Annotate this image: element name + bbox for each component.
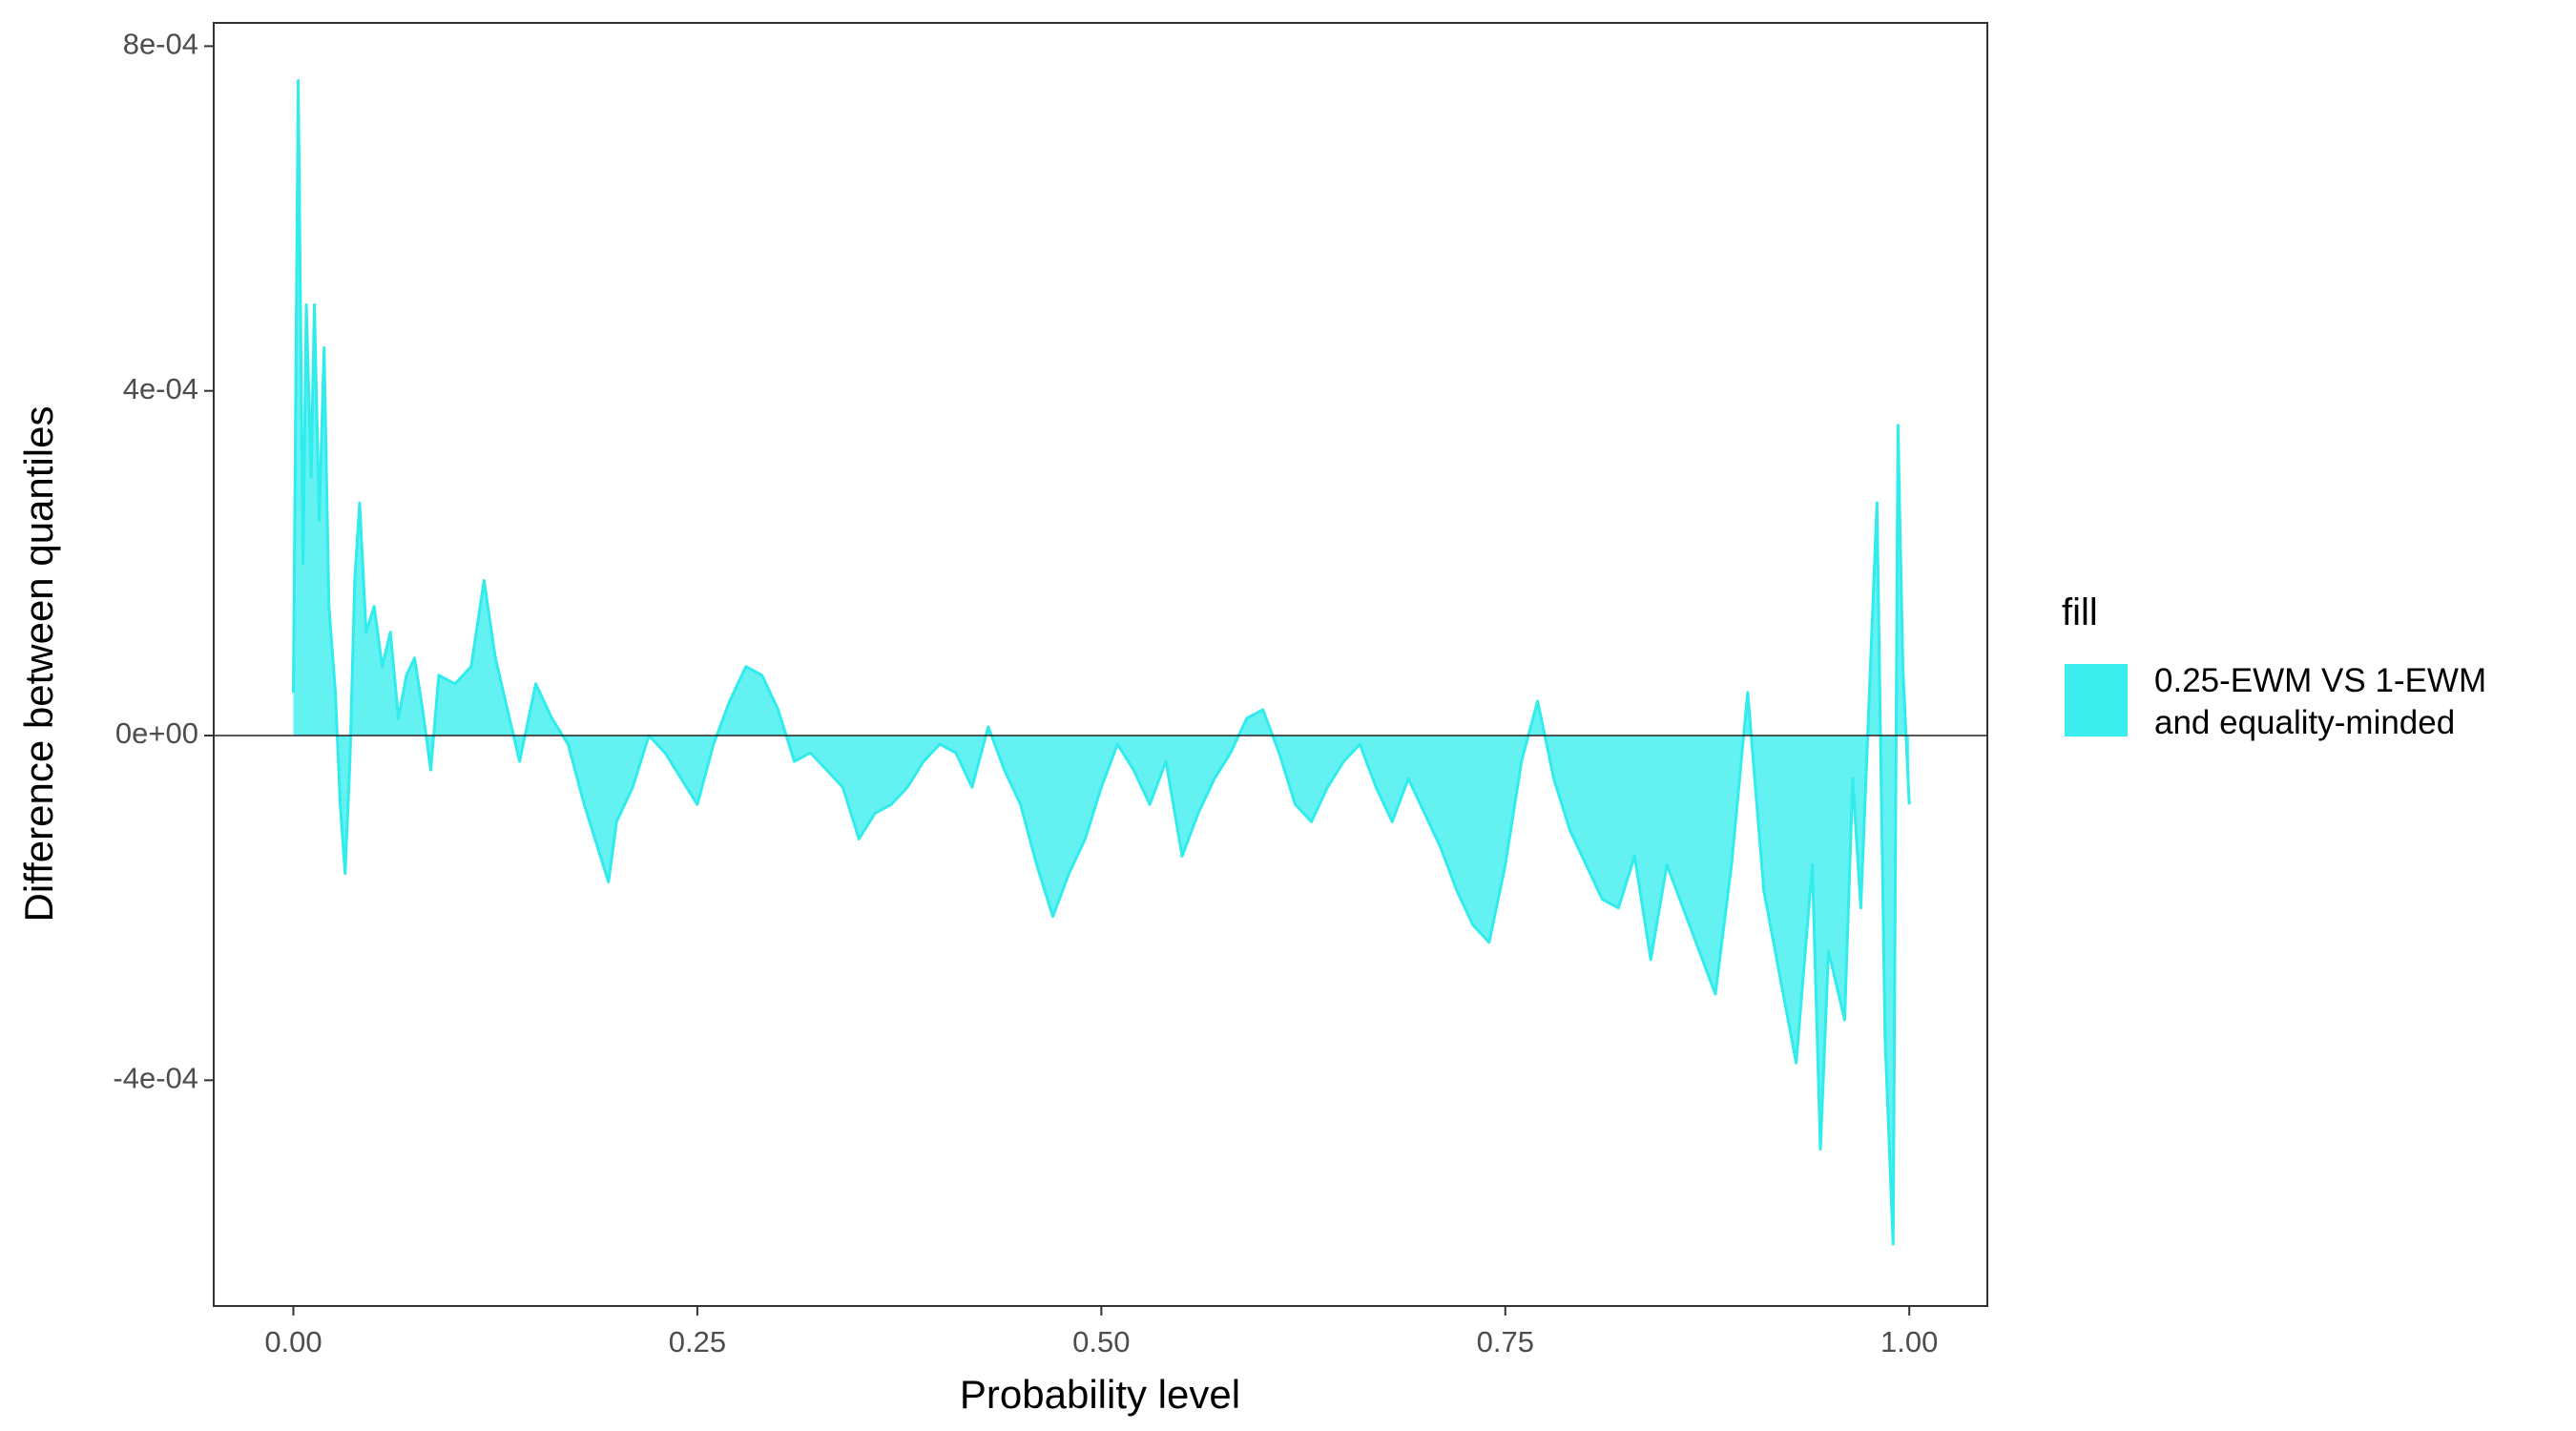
panel-border (213, 22, 1988, 1307)
legend-title: fill (2062, 591, 2098, 633)
x-tick-label: 1.00 (1880, 1325, 1938, 1358)
area (293, 80, 1910, 1244)
y-axis-title: Difference between quantiles (16, 406, 61, 923)
y-tick-label: 0e+00 (115, 716, 198, 750)
x-tick-label: 0.00 (264, 1325, 322, 1358)
x-tick-label: 0.25 (669, 1325, 726, 1358)
legend-key (2065, 664, 2128, 736)
x-axis-title: Probability level (960, 1372, 1240, 1417)
y-tick-label: 4e-04 (123, 372, 198, 405)
y-tick-label: -4e-04 (113, 1062, 198, 1095)
y-tick-label: 8e-04 (123, 28, 198, 61)
x-tick-label: 0.75 (1477, 1325, 1534, 1358)
x-tick-label: 0.50 (1072, 1325, 1130, 1358)
legend-label: 0.25-EWM VS 1-EWM and equality-minded (2154, 662, 2487, 741)
line (292, 79, 1911, 1246)
